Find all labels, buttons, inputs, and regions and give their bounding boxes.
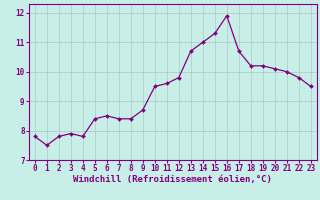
X-axis label: Windchill (Refroidissement éolien,°C): Windchill (Refroidissement éolien,°C)	[73, 175, 272, 184]
